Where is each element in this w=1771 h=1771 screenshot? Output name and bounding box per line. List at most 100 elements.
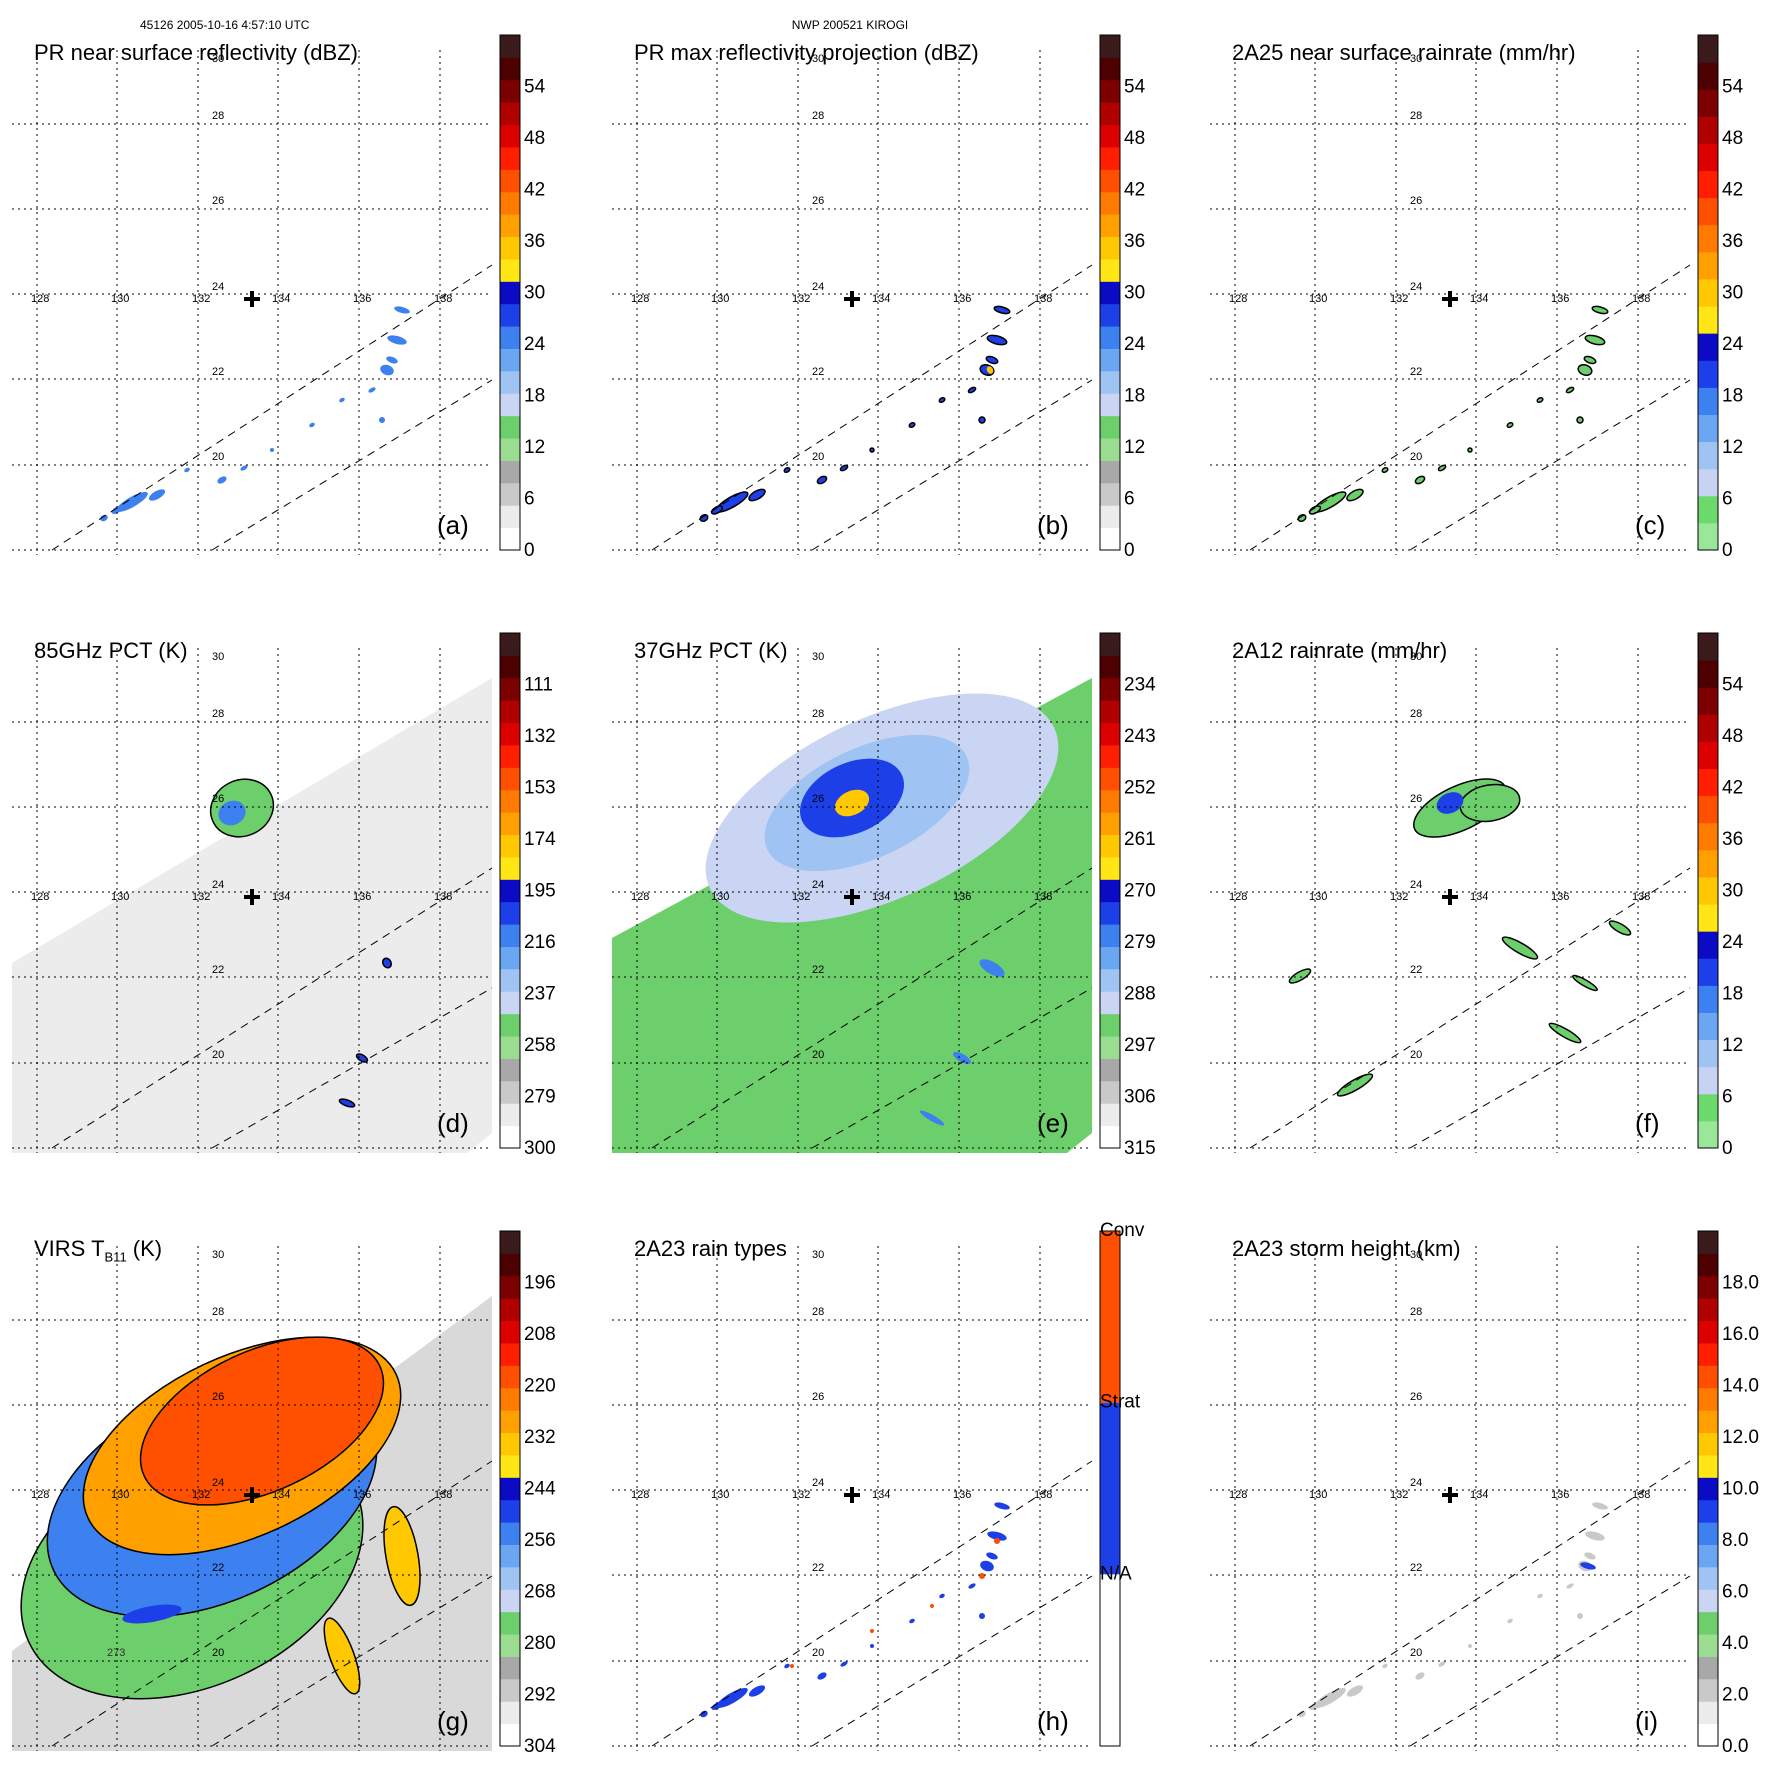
- lon-tick-label: 130: [711, 293, 729, 305]
- conv-cell: [930, 1604, 934, 1608]
- colorbar-segment: [500, 214, 520, 238]
- lat-tick-label: 28: [212, 1306, 224, 1318]
- colorbar-segment: [1698, 876, 1718, 905]
- rain-cell: [985, 355, 999, 365]
- lon-tick-label: 138: [1632, 293, 1650, 305]
- rain-cell: [839, 464, 849, 472]
- ir-band: [139, 1336, 385, 1506]
- colorbar-tick-label: 279: [1124, 932, 1156, 953]
- colorbar-segment: [1100, 505, 1120, 529]
- lat-tick-label: 28: [812, 110, 824, 122]
- colorbar-segment: [500, 1432, 520, 1456]
- colorbar-tick-label: 42: [1722, 180, 1743, 201]
- colorbar-tick-label: 244: [524, 1479, 556, 1500]
- rain-cell: [978, 416, 986, 424]
- lon-tick-label: 132: [192, 891, 210, 903]
- colorbar-c: 0 6 12 18 24 30 36 42 48 54: [1697, 34, 1744, 561]
- lon-tick-label: 134: [272, 293, 290, 305]
- lat-tick-label: 24: [212, 281, 224, 293]
- rain-cell: [1298, 1710, 1306, 1718]
- lon-tick-label: 138: [1034, 891, 1052, 903]
- colorbar-tick-label: 18: [1722, 386, 1743, 407]
- lat-tick-label: 30: [1410, 1249, 1422, 1261]
- height-core: [1580, 1562, 1596, 1570]
- colorbar-segment: [500, 1566, 520, 1590]
- storm-center-marker: [1442, 889, 1458, 905]
- lat-tick-label: 26: [212, 195, 224, 207]
- colorbar-g: 304 292 280 268 256 244 232 220 208 196: [499, 1230, 556, 1757]
- rain-cell: [1608, 920, 1632, 936]
- colorbar-segment: [1698, 741, 1718, 770]
- colorbar-tick-label: 0: [1124, 540, 1135, 561]
- colorbar-tick-label: Strat: [1100, 1392, 1141, 1413]
- lon-tick-label: 136: [1551, 891, 1569, 903]
- pct-cell: [381, 957, 393, 969]
- lat-tick-label: 24: [1410, 879, 1422, 891]
- lon-tick-label: 128: [1229, 1489, 1247, 1501]
- swath-edge: [1249, 867, 1691, 1149]
- rain-cell: [980, 1560, 994, 1572]
- rain-cell: [986, 1552, 998, 1560]
- colorbar-segment: [500, 834, 520, 858]
- colorbar-segment: [1698, 1365, 1718, 1389]
- rain-cell: [111, 506, 123, 514]
- colorbar-segment: [500, 1723, 520, 1747]
- rain-cell: [1288, 968, 1312, 984]
- contour-label: 273: [107, 1647, 125, 1659]
- colorbar-h: N/A Strat Conv: [1099, 1220, 1145, 1747]
- colorbar-segment: [500, 1231, 520, 1254]
- map-plot-c: 128 130 132 134 136 138 20 22 24 26 28 30: [1210, 50, 1691, 555]
- lon-tick-label: 128: [1229, 891, 1247, 903]
- lon-tick-label: 136: [353, 293, 371, 305]
- lon-tick-label: 136: [953, 293, 971, 305]
- colorbar-segment: [1100, 1103, 1120, 1127]
- panel-label: (c): [1635, 510, 1666, 540]
- colorbar-segment: [500, 1365, 520, 1389]
- chart-panel-a: 128 130 132 134 136 138 20 22 24 26 28 30 PR near su…: [12, 34, 562, 575]
- lat-tick-label: 22: [212, 964, 224, 976]
- lon-tick-label: 132: [192, 1489, 210, 1501]
- colorbar-segment: [1100, 700, 1120, 724]
- rain-cell: [939, 1593, 945, 1599]
- lat-tick-label: 26: [812, 793, 824, 805]
- lon-tick-label: 138: [1034, 1489, 1052, 1501]
- colorbar-tick-label: 18: [1124, 386, 1145, 407]
- rain-cell: [270, 448, 274, 452]
- rain-cell: [908, 421, 916, 429]
- lat-tick-label: 30: [1410, 651, 1422, 663]
- lon-tick-label: 138: [1632, 891, 1650, 903]
- colorbar-segment: [1698, 251, 1718, 280]
- lon-tick-label: 130: [111, 1489, 129, 1501]
- colorbar-segment: [500, 1298, 520, 1322]
- lon-tick-label: 128: [31, 293, 49, 305]
- swath-edge: [651, 264, 1093, 551]
- colorbar-tick-label: 16.0: [1722, 1324, 1759, 1345]
- rain-cell: [1501, 936, 1539, 960]
- colorbar-segment: [1698, 1678, 1718, 1702]
- lon-tick-label: 138: [434, 1489, 452, 1501]
- colorbar-segment: [1698, 714, 1718, 742]
- colorbar-segment: [500, 1320, 520, 1344]
- rain-cell: [968, 1583, 976, 1589]
- lat-tick-label: 22: [1410, 1562, 1422, 1574]
- lon-tick-label: 132: [1390, 891, 1408, 903]
- swath-edge: [1409, 987, 1691, 1149]
- rain-cell: [967, 386, 977, 394]
- colorbar-tick-label: 0: [524, 540, 535, 561]
- rain-cell: [1309, 1702, 1321, 1710]
- lat-tick-label: 28: [1410, 110, 1422, 122]
- swath-edge: [651, 867, 1093, 1149]
- lat-tick-label: 30: [1410, 53, 1422, 65]
- lon-tick-label: 132: [792, 293, 810, 305]
- colorbar-segment: [500, 1080, 520, 1104]
- colorbar-tick-label: 292: [524, 1685, 556, 1706]
- colorbar-segment: [1698, 1298, 1718, 1322]
- chart-panel-e: 128 130 132 134 136 138 20 22 24 26 28 30 37GHz PCT …: [612, 632, 1162, 1173]
- lon-tick-label: 136: [1551, 1489, 1569, 1501]
- colorbar-segment: [500, 460, 520, 484]
- colorbar-segment: [1698, 1120, 1718, 1149]
- rain-cell: [1583, 355, 1597, 365]
- lat-tick-label: 22: [212, 1562, 224, 1574]
- colorbar-segment: [500, 1589, 520, 1613]
- lon-tick-label: 132: [192, 293, 210, 305]
